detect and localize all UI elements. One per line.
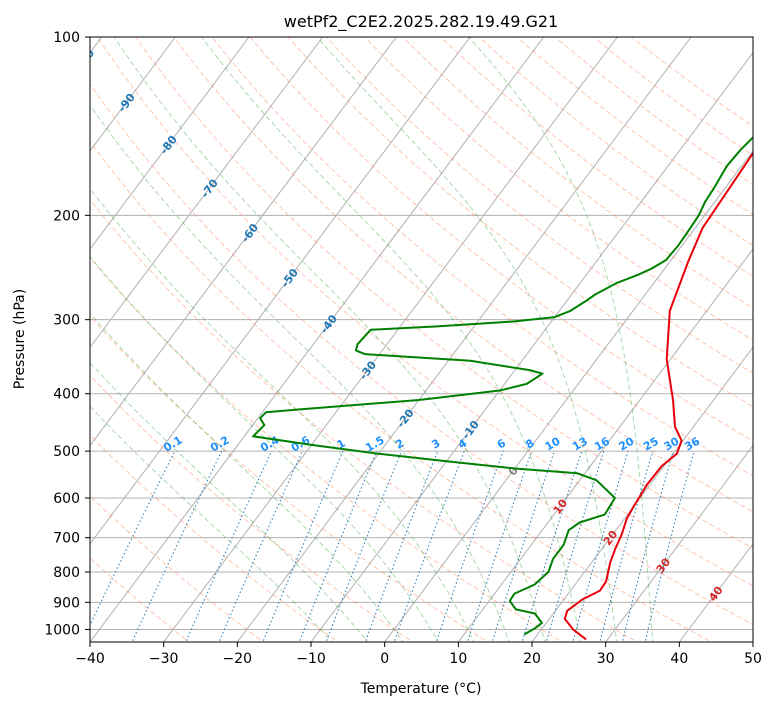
x-tick-label: 40 — [670, 651, 688, 667]
temperature-profile-line — [563, 151, 753, 641]
x-tick-label: 50 — [744, 651, 762, 667]
y-tick-label: 600 — [53, 491, 80, 507]
dry-adiabat-line — [90, 557, 190, 642]
mixing-ratio-line — [521, 450, 583, 642]
isotherm-line — [236, 37, 692, 642]
y-tick-label: 1000 — [44, 622, 80, 638]
moist-adiabat-line — [316, 37, 618, 642]
dry-adiabat-line — [96, 37, 753, 587]
y-tick-label: 900 — [53, 595, 80, 611]
moist-adiabat-line — [90, 104, 510, 642]
mixing-ratio-line — [435, 450, 504, 642]
x-tick-label: −40 — [75, 651, 105, 667]
mixing-ratio-line — [621, 450, 674, 642]
mixing-ratio-line — [298, 450, 378, 642]
moist-adiabat-line — [90, 312, 404, 642]
y-axis-label: Pressure (hPa) — [12, 289, 28, 389]
isotherm-line — [90, 37, 471, 545]
x-tick-label: 20 — [523, 651, 541, 667]
moist-adiabat-line — [90, 405, 333, 642]
moist-adiabat-line — [90, 361, 369, 642]
mixing-ratio-line — [491, 450, 555, 642]
dewpoint-profile-line — [252, 136, 753, 636]
plot-area — [90, 37, 753, 642]
background-lines — [90, 37, 753, 642]
y-axis: 100 200 300 400 500 600 700 800 900 1000 — [44, 30, 90, 638]
dry-adiabat-line — [90, 198, 639, 642]
isotherm-line — [384, 150, 753, 642]
dry-adiabat-line — [90, 374, 414, 642]
mixing-ratio-line — [131, 450, 223, 642]
moist-adiabat-line — [90, 255, 440, 642]
moist-adiabat-line — [113, 37, 546, 642]
mixing-ratio-line — [545, 450, 605, 642]
x-tick-label: −30 — [149, 651, 179, 667]
y-tick-label: 400 — [53, 387, 80, 403]
x-axis: −40 −30 −20 −10 0 10 20 30 40 50 — [75, 642, 762, 667]
y-tick-label: 200 — [53, 208, 80, 224]
isotherm-line — [531, 346, 753, 642]
x-axis-label: Temperature (°C) — [360, 681, 482, 697]
dry-adiabat-line — [401, 37, 753, 309]
profiles — [252, 136, 753, 641]
x-tick-label: 0 — [380, 651, 389, 667]
dry-adiabat-line — [249, 37, 753, 442]
dry-adiabat-line — [134, 37, 753, 550]
mixing-ratio-line — [644, 450, 695, 642]
moist-adiabat-line — [201, 37, 582, 642]
y-tick-label: 800 — [53, 565, 80, 581]
mixing-ratio-line — [325, 450, 403, 642]
y-tick-label: 700 — [53, 531, 80, 547]
mixing-ratio-line — [364, 450, 439, 642]
isotherm-line — [90, 37, 545, 642]
mixing-ratio-line — [262, 450, 344, 642]
plot-frame — [89, 36, 754, 643]
dry-adiabat-line — [287, 37, 753, 408]
chart-title: wetPf2_C2E2.2025.282.19.49.G21 — [284, 12, 558, 32]
mixing-ratio-line — [466, 450, 533, 642]
isotherm-line — [90, 37, 176, 152]
dry-adiabat-line — [90, 140, 713, 642]
isotherm-line — [90, 37, 250, 250]
dry-adiabat-line — [90, 83, 753, 625]
mixing-ratio-line — [393, 450, 465, 642]
isotherm-line — [163, 37, 618, 642]
isotherm-line — [90, 37, 397, 447]
y-tick-label: 300 — [53, 313, 80, 329]
moist-adiabat-line — [468, 37, 654, 642]
isotherm-line — [90, 37, 324, 349]
isotherm-line — [752, 641, 753, 642]
isotherm-line — [605, 444, 753, 642]
x-tick-label: 30 — [597, 651, 615, 667]
x-tick-label: 10 — [449, 651, 467, 667]
dry-adiabat-line — [90, 434, 340, 642]
x-tick-label: −20 — [223, 651, 253, 667]
dry-adiabat-line — [173, 37, 753, 513]
moist-adiabat-line — [90, 187, 475, 642]
isotherm-line — [457, 248, 753, 642]
y-tick-label: 500 — [53, 444, 80, 460]
y-tick-label: 100 — [53, 30, 80, 46]
isotherm-line — [310, 51, 753, 642]
x-tick-label: −10 — [296, 651, 326, 667]
dry-adiabat-line — [90, 256, 564, 642]
mixing-ratio-line — [599, 450, 654, 642]
mixing-ratio-line — [572, 450, 629, 642]
